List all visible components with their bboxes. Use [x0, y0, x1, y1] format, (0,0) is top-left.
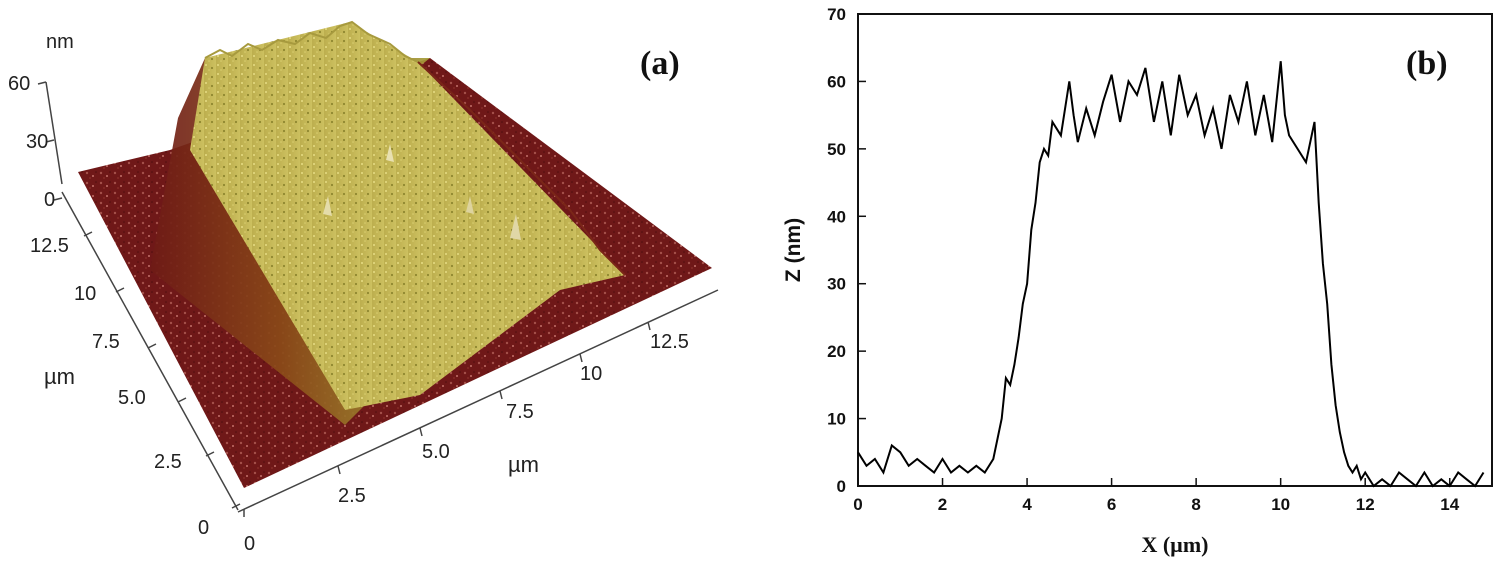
surface-right-edge	[417, 61, 626, 276]
y-tick-label: 5.0	[118, 387, 146, 409]
x-tick-label: 8	[1191, 495, 1200, 514]
spike	[323, 196, 332, 216]
y-tick-label: 0	[198, 517, 209, 539]
x-tick-label: 14	[1440, 495, 1459, 514]
y-tick-label: 30	[827, 275, 846, 294]
x-tick-label: 12	[1356, 495, 1375, 514]
x-tick-label: 12.5	[650, 331, 689, 353]
x-axis-ticks: 0 2 4 6 8 10 12 14	[853, 478, 1460, 514]
x-axis-label: X (µm)	[1141, 532, 1208, 557]
series-line-height-profile	[857, 61, 1485, 488]
y-tick-label: 12.5	[30, 235, 69, 257]
y-tick-label: 10	[827, 410, 846, 429]
z-tick-label: 60	[8, 73, 30, 95]
y-tick-label: 0	[837, 477, 846, 496]
x-axis-ticks	[243, 321, 651, 517]
y-tick-label: 2.5	[154, 451, 182, 473]
y-tick-label: 10	[74, 283, 96, 305]
y-axis-ticks	[83, 231, 241, 509]
x-tick-label: 10	[1271, 495, 1290, 514]
z-tick	[53, 197, 63, 201]
panel-b: 0 10 20 30 40 50 60 70 0 2 4 6 8 10 12 14 (b) X (µm) Z…	[782, 5, 1493, 557]
panel-a-label: (a)	[640, 45, 680, 82]
spike	[386, 144, 394, 162]
x-tick-label: 2.5	[338, 485, 366, 507]
y-axis-label: Z (nm)	[782, 218, 805, 282]
x-axis	[237, 289, 719, 513]
x-tick-label: 0	[244, 533, 255, 555]
spike	[510, 214, 521, 240]
surface-top-edge	[204, 20, 419, 63]
y-tick-label: 70	[827, 5, 846, 24]
x-tick-label: 4	[1022, 495, 1032, 514]
z-tick	[45, 139, 55, 143]
z-unit-label: nm	[46, 31, 74, 53]
y-tick-label: 40	[827, 207, 846, 226]
x-tick-label: 6	[1107, 495, 1116, 514]
y-axis-label: µm	[44, 364, 75, 389]
y-tick-label: 50	[827, 140, 846, 159]
spike	[466, 196, 474, 214]
y-tick-label: 7.5	[92, 331, 120, 353]
plot-frame	[857, 13, 1493, 487]
y-axis	[61, 191, 239, 511]
z-tick	[37, 81, 47, 85]
x-tick-label: 0	[853, 495, 862, 514]
z-axis	[45, 81, 63, 185]
z-tick-label: 30	[26, 131, 48, 153]
x-tick-label: 7.5	[506, 401, 534, 423]
x-axis-label: µm	[508, 452, 539, 477]
y-axis-ticks: 0 10 20 30 40 50 60 70	[827, 5, 866, 496]
y-tick-label: 20	[827, 342, 846, 361]
z-tick-label: 0	[44, 189, 55, 211]
panel-a: nm 60 30 0 12.5 10 7.5 µm 5.0 2.5 0	[8, 20, 719, 555]
x-tick-label: 5.0	[422, 441, 450, 463]
x-tick-label: 10	[580, 363, 602, 385]
x-tick-label: 2	[938, 495, 947, 514]
surface-plateau	[190, 22, 625, 410]
panel-b-label: (b)	[1406, 45, 1448, 82]
y-tick-label: 60	[827, 72, 846, 91]
